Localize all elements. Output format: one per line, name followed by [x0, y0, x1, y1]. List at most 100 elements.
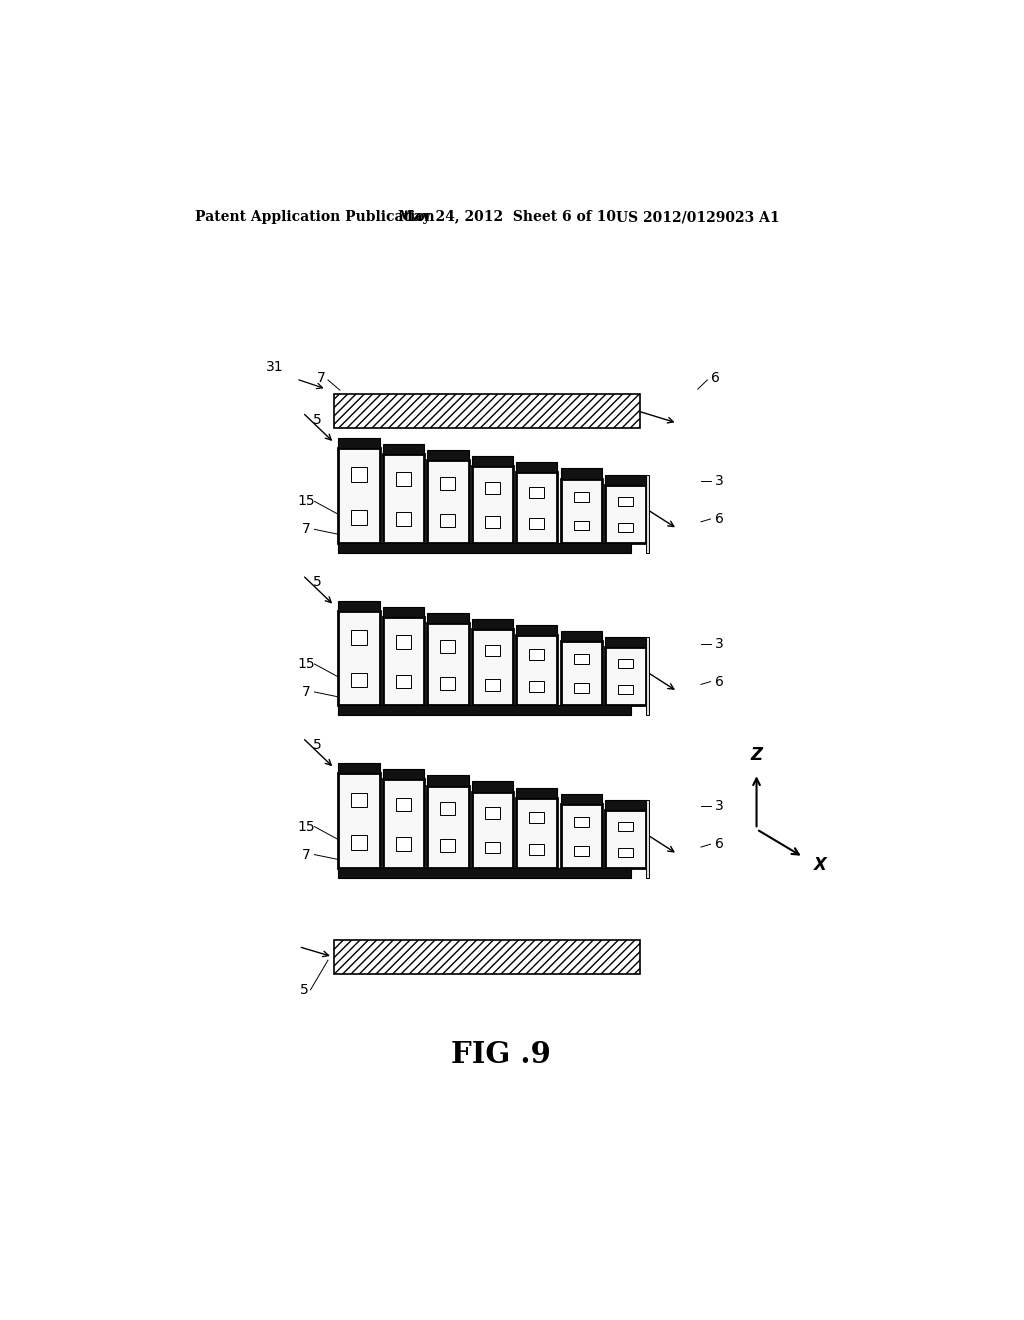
Bar	[338, 543, 631, 553]
Bar	[516, 635, 557, 705]
Bar	[338, 867, 631, 878]
Text: FIG .9: FIG .9	[451, 1040, 551, 1069]
Bar	[560, 793, 602, 804]
Text: 7: 7	[301, 523, 310, 536]
Bar	[396, 512, 411, 525]
Bar	[529, 649, 545, 660]
Bar	[472, 457, 513, 466]
Bar	[618, 659, 633, 668]
Bar	[383, 779, 424, 867]
Bar	[472, 630, 513, 705]
Bar	[472, 466, 513, 543]
Bar	[427, 785, 469, 867]
Bar	[605, 800, 646, 810]
Bar	[396, 837, 411, 851]
Text: 6: 6	[715, 837, 724, 851]
Bar	[605, 647, 646, 705]
Text: 7: 7	[317, 371, 326, 385]
Bar	[516, 473, 557, 543]
Bar	[560, 804, 602, 867]
Text: 7: 7	[301, 685, 310, 700]
Bar	[396, 473, 411, 486]
Bar	[560, 631, 602, 642]
Bar	[472, 619, 513, 630]
Bar	[484, 644, 500, 656]
Bar	[646, 474, 649, 553]
Bar	[351, 836, 367, 850]
Bar	[383, 444, 424, 454]
Bar	[529, 487, 545, 498]
Bar	[484, 482, 500, 494]
Bar	[440, 840, 456, 853]
Bar	[338, 438, 380, 447]
Bar	[440, 677, 456, 689]
Bar	[484, 842, 500, 853]
Bar	[383, 454, 424, 543]
Bar	[605, 474, 646, 484]
Text: 3: 3	[715, 474, 724, 488]
Text: 5: 5	[312, 413, 322, 426]
Bar	[516, 797, 557, 867]
Bar	[338, 763, 380, 774]
Bar	[618, 847, 633, 857]
Bar	[440, 477, 456, 490]
Text: Patent Application Publication: Patent Application Publication	[196, 210, 435, 224]
Text: 15: 15	[297, 495, 314, 508]
Bar	[396, 675, 411, 689]
Bar	[351, 467, 367, 482]
Bar	[618, 822, 633, 830]
Bar	[484, 678, 500, 690]
Bar	[396, 797, 411, 812]
Text: 5: 5	[312, 576, 322, 589]
Bar	[396, 635, 411, 648]
Bar	[338, 601, 380, 611]
Bar	[605, 484, 646, 543]
Bar	[334, 395, 640, 428]
Bar	[383, 607, 424, 616]
Bar	[516, 788, 557, 797]
Bar	[334, 940, 640, 974]
Bar	[573, 684, 589, 693]
Bar	[338, 447, 380, 543]
Bar	[529, 681, 545, 692]
Bar	[440, 515, 456, 527]
Bar	[529, 812, 545, 822]
Bar	[573, 817, 589, 826]
Bar	[529, 843, 545, 854]
Text: US 2012/0129023 A1: US 2012/0129023 A1	[616, 210, 779, 224]
Bar	[573, 846, 589, 855]
Bar	[646, 800, 649, 878]
Bar	[472, 792, 513, 867]
Bar	[573, 520, 589, 531]
Bar	[529, 519, 545, 529]
Text: May 24, 2012  Sheet 6 of 10: May 24, 2012 Sheet 6 of 10	[397, 210, 615, 224]
Bar	[573, 655, 589, 664]
Bar	[560, 469, 602, 479]
Bar	[427, 450, 469, 461]
Text: 15: 15	[297, 657, 314, 671]
Bar	[605, 810, 646, 867]
Text: Z: Z	[751, 746, 763, 764]
Bar	[351, 630, 367, 644]
Text: 6: 6	[715, 512, 724, 525]
Bar	[351, 673, 367, 688]
Bar	[618, 685, 633, 694]
Text: 3: 3	[715, 800, 724, 813]
Bar	[440, 803, 456, 816]
Bar	[351, 793, 367, 808]
Bar	[427, 623, 469, 705]
Text: 6: 6	[711, 371, 720, 385]
Bar	[427, 612, 469, 623]
Bar	[427, 461, 469, 543]
Bar	[338, 611, 380, 705]
Bar	[338, 774, 380, 867]
Bar	[383, 770, 424, 779]
Bar	[573, 491, 589, 502]
Bar	[383, 616, 424, 705]
Bar	[560, 479, 602, 543]
Bar	[484, 516, 500, 528]
Bar	[440, 640, 456, 652]
Bar	[516, 624, 557, 635]
Bar	[646, 638, 649, 715]
Bar	[516, 462, 557, 473]
